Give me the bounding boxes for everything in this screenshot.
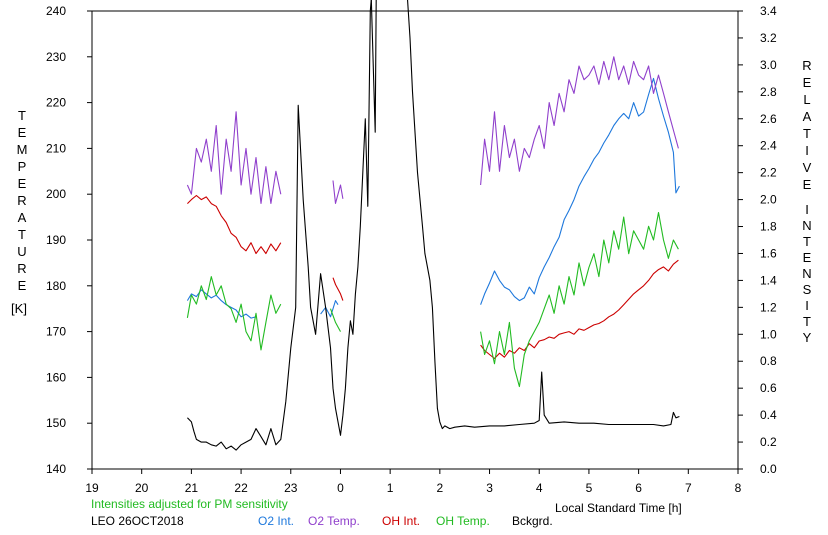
right-axis-label-letter: E xyxy=(803,250,812,265)
series-line-bckgrd xyxy=(187,0,372,451)
series-line-oh-temp xyxy=(186,276,282,351)
right-y-tick-label: 2.4 xyxy=(760,139,777,153)
legend-entry: OH Temp. xyxy=(436,514,490,528)
x-tick-label: 21 xyxy=(185,481,199,495)
left-y-tick-label: 140 xyxy=(46,462,66,476)
left-axis-label-letter: R xyxy=(17,193,26,208)
left-axis-label-letter: E xyxy=(18,176,27,191)
right-axis-label-letter: T xyxy=(803,234,811,249)
x-tick-label: 1 xyxy=(387,481,394,495)
legend-entry: O2 Int. xyxy=(258,514,294,528)
series-line-bckgrd xyxy=(370,0,377,133)
left-axis-label-letter: E xyxy=(18,278,27,293)
right-y-tick-label: 1.6 xyxy=(760,246,777,260)
right-axis-label-letter: R xyxy=(802,58,811,73)
right-axis-label-letter: N xyxy=(802,266,811,281)
left-axis-label-letter: P xyxy=(18,159,27,174)
x-tick-label: 6 xyxy=(635,481,642,495)
x-tick-label: 2 xyxy=(437,481,444,495)
right-y-tick-label: 0.0 xyxy=(760,462,777,476)
series-line-oh-temp xyxy=(480,211,679,388)
left-axis-label-letter: U xyxy=(17,244,26,259)
right-y-tick-label: 1.0 xyxy=(760,327,777,341)
left-axis-label-letter: A xyxy=(18,210,27,225)
right-axis-label-letter: E xyxy=(803,75,812,90)
left-y-tick-label: 190 xyxy=(46,233,66,247)
legend-entry: Bckgrd. xyxy=(512,514,553,528)
series-line-o2-int xyxy=(480,77,680,305)
series-line-o2-int xyxy=(320,300,339,318)
series-line-o2-temp xyxy=(186,111,282,204)
legend-entry: O2 Temp. xyxy=(308,514,360,528)
series-line-oh-int xyxy=(480,259,679,360)
pm-sensitivity-note: Intensities adjusted for PM sensitivity xyxy=(91,497,288,511)
series-line-oh-temp xyxy=(329,308,341,332)
left-y-tick-label: 200 xyxy=(46,187,66,201)
x-tick-label: 4 xyxy=(536,481,543,495)
right-axis-label-letter: A xyxy=(803,109,812,124)
station-date-label: LEO 26OCT2018 xyxy=(91,514,184,528)
series-line-bckgrd xyxy=(407,0,680,430)
x-tick-label: 23 xyxy=(284,481,298,495)
left-y-tick-label: 150 xyxy=(46,416,66,430)
left-axis-label-letter: T xyxy=(18,227,26,242)
x-tick-label: 20 xyxy=(135,481,149,495)
x-tick-label: 8 xyxy=(735,481,742,495)
left-y-tick-label: 210 xyxy=(46,141,66,155)
x-tick-label: 7 xyxy=(685,481,692,495)
series-line-oh-int xyxy=(187,194,282,255)
left-axis-unit: [K] xyxy=(11,301,27,316)
left-axis-label-letter: E xyxy=(18,125,27,140)
right-axis-label-letter: V xyxy=(803,160,812,175)
right-y-tick-label: 0.2 xyxy=(760,435,777,449)
left-axis-label-letter: R xyxy=(17,261,26,276)
legend-entry: OH Int. xyxy=(382,514,420,528)
right-axis-label-letter: I xyxy=(805,143,809,158)
right-axis-label-letter: E xyxy=(803,177,812,192)
x-axis-label: Local Standard Time [h] xyxy=(555,501,682,515)
left-y-tick-label: 240 xyxy=(46,4,66,18)
right-axis-label-letter: Y xyxy=(803,330,812,345)
right-axis-label-letter: I xyxy=(805,298,809,313)
right-axis-label-letter: N xyxy=(802,218,811,233)
left-y-tick-label: 180 xyxy=(46,279,66,293)
x-tick-label: 5 xyxy=(586,481,593,495)
x-tick-label: 19 xyxy=(85,481,99,495)
right-y-tick-label: 2.0 xyxy=(760,193,777,207)
right-y-tick-label: 2.2 xyxy=(760,166,777,180)
x-tick-label: 22 xyxy=(234,481,248,495)
left-y-tick-label: 170 xyxy=(46,325,66,339)
right-y-tick-label: 1.2 xyxy=(760,300,777,314)
right-y-tick-label: 1.4 xyxy=(760,273,777,287)
right-y-tick-label: 2.6 xyxy=(760,112,777,126)
right-y-tick-label: 0.6 xyxy=(760,381,777,395)
right-y-tick-label: 0.4 xyxy=(760,408,777,422)
x-tick-label: 3 xyxy=(486,481,493,495)
x-tick-label: 0 xyxy=(337,481,344,495)
left-y-tick-label: 160 xyxy=(46,370,66,384)
left-axis-label-letter: T xyxy=(18,108,26,123)
left-axis-label-letter: M xyxy=(17,142,28,157)
right-axis-label-letter: I xyxy=(805,202,809,217)
right-y-tick-label: 3.4 xyxy=(760,4,777,18)
right-y-tick-label: 0.8 xyxy=(760,354,777,368)
series-line-oh-int xyxy=(332,277,344,301)
right-y-tick-label: 3.2 xyxy=(760,31,777,45)
series-line-o2-temp xyxy=(480,56,679,186)
series-line-o2-temp xyxy=(332,180,344,204)
right-axis-label-letter: S xyxy=(803,282,812,297)
series-line-o2-int xyxy=(186,289,257,319)
right-y-tick-label: 2.8 xyxy=(760,85,777,99)
right-axis-label-letter: T xyxy=(803,126,811,141)
left-y-tick-label: 230 xyxy=(46,50,66,64)
left-y-tick-label: 220 xyxy=(46,96,66,110)
right-y-tick-label: 3.0 xyxy=(760,58,777,72)
right-y-tick-label: 1.8 xyxy=(760,220,777,234)
right-axis-label-letter: L xyxy=(803,92,810,107)
right-axis-label-letter: T xyxy=(803,314,811,329)
